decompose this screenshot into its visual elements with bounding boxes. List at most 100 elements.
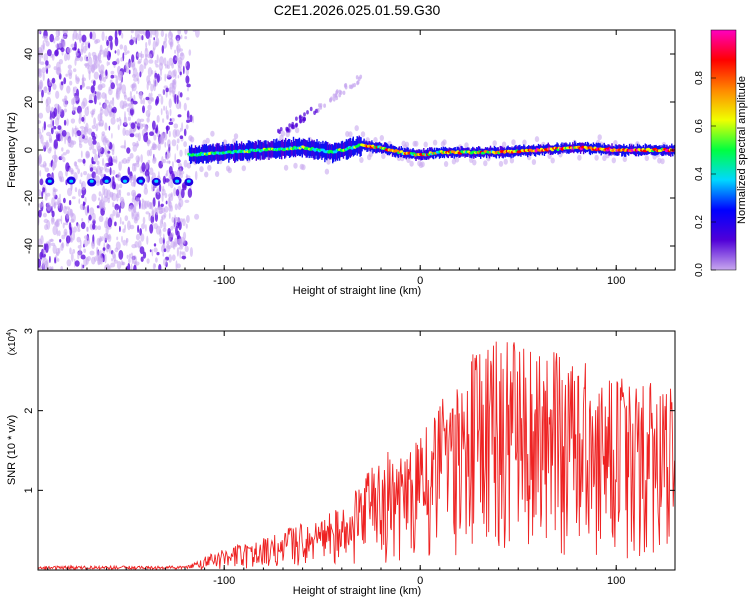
noise-blob: [67, 187, 73, 197]
noise-blob: [57, 230, 61, 237]
ridge-halo: [577, 154, 582, 161]
noise-blob: [72, 249, 76, 254]
noise-blob: [170, 192, 174, 202]
ridge-halo: [534, 136, 540, 143]
figure-title: C2E1.2026.025.01.59.G30: [274, 2, 441, 18]
noise-blob: [113, 259, 119, 264]
noise-blob: [127, 156, 131, 162]
ridge-halo: [186, 162, 192, 169]
ridge-body: [325, 140, 327, 160]
noise-blob: [122, 127, 126, 136]
noise-blob: [38, 120, 42, 124]
noise-blob: [130, 122, 136, 130]
noise-blob: [183, 159, 188, 168]
noise-blob: [97, 250, 101, 261]
noise-blob: [38, 153, 42, 164]
noise-blob: [166, 73, 170, 78]
chirp-blob: [302, 118, 305, 124]
chirp-blob: [298, 115, 302, 121]
noise-blob: [84, 40, 87, 47]
noise-blob: [106, 61, 109, 67]
noise-blob: [112, 202, 115, 208]
noise-blob: [131, 54, 135, 63]
ridge-halo: [522, 139, 527, 146]
noise-blob: [163, 40, 166, 45]
ridge-halo: [199, 166, 204, 173]
noise-blob: [70, 43, 76, 48]
snr-scale-prefix: (x10: [7, 335, 18, 355]
noise-blob: [39, 170, 42, 177]
noise-blob: [57, 125, 62, 130]
ridge-body: [295, 139, 298, 155]
noise-blob: [110, 262, 116, 268]
noise-blob: [48, 239, 51, 249]
noise-blob: [105, 216, 109, 227]
noise-blob: [38, 189, 42, 197]
noise-blob: [106, 189, 112, 200]
noise-blob: [65, 149, 70, 154]
noise-blob: [137, 240, 142, 248]
noise-blob: [187, 188, 193, 198]
noise-blob: [63, 98, 68, 108]
noise-blob: [103, 206, 106, 211]
colorbar-label: Normalized spectral amplitude: [736, 76, 748, 224]
noise-blob: [149, 131, 154, 136]
noise-blob: [120, 260, 124, 266]
noise-blob: [164, 36, 167, 43]
noise-blob: [145, 96, 150, 101]
noise-blob: [66, 52, 71, 61]
noise-blob: [141, 223, 146, 230]
noise-blob: [61, 81, 64, 86]
noise-blob: [107, 233, 112, 243]
noise-blob: [168, 196, 171, 204]
spectrogram-marks: [38, 30, 675, 270]
noise-blob: [67, 64, 72, 70]
noise-blob: [78, 248, 82, 256]
noise-blob: [90, 85, 95, 94]
noise-blob: [80, 150, 83, 158]
ridge-halo: [597, 134, 602, 141]
chirp-blob: [292, 124, 295, 130]
noise-blob: [162, 227, 167, 232]
noise-blob: [174, 203, 178, 211]
noise-blob: [104, 145, 107, 155]
noise-blob: [79, 239, 82, 247]
noise-blob: [81, 42, 84, 53]
noise-blob: [163, 212, 167, 218]
noise-blob: [60, 178, 63, 183]
noise-blob: [43, 53, 49, 62]
noise-blob: [58, 108, 63, 112]
noise-blob: [160, 108, 163, 116]
noise-blob: [50, 267, 53, 270]
noise-blob: [48, 81, 52, 87]
ridge-body: [532, 144, 535, 155]
noise-blob: [80, 254, 86, 260]
noise-blob: [183, 238, 186, 245]
noise-blob: [117, 124, 120, 131]
noise-blob: [98, 191, 102, 197]
noise-blob: [187, 87, 189, 92]
noise-blob: [111, 149, 115, 156]
ridge-halo: [404, 141, 410, 148]
noise-blob: [111, 192, 114, 201]
spectrogram-x-ticks: -100 0 100: [47, 30, 676, 287]
noise-blob: [195, 30, 200, 38]
ridge-body: [531, 145, 534, 154]
chirp-blob: [315, 108, 318, 114]
noise-blob: [179, 127, 182, 133]
noise-blob: [162, 118, 165, 123]
noise-blob: [168, 212, 171, 220]
noise-blob: [136, 52, 142, 58]
noise-blob: [80, 128, 84, 138]
noise-blob: [90, 142, 95, 150]
noise-blob: [91, 241, 95, 250]
noise-blob: [146, 75, 151, 84]
y-tick-label: 0: [23, 147, 35, 153]
noise-blob: [68, 167, 74, 173]
noise-blob: [154, 127, 158, 134]
noise-blob: [136, 162, 140, 168]
x-tick-label: 100: [607, 575, 625, 587]
noise-blob: [131, 252, 133, 256]
noise-blob: [87, 65, 92, 75]
noise-blob: [166, 125, 169, 135]
